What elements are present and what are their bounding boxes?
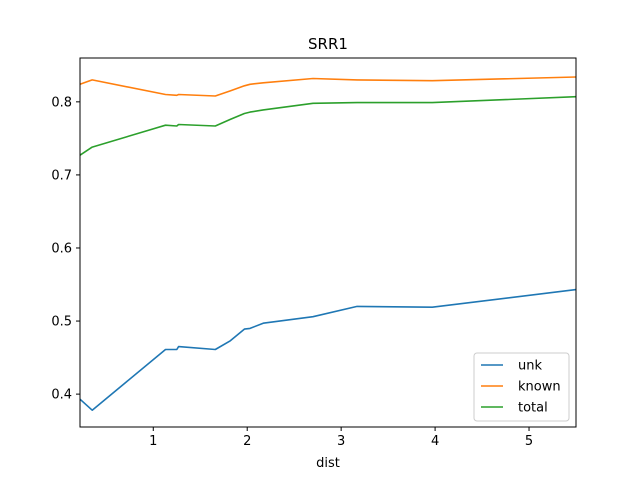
y-tick-label: 0.4 (51, 388, 72, 403)
x-axis: 1 2 3 4 5 (149, 427, 533, 449)
series-layer (79, 76, 577, 412)
x-tick-label: 2 (243, 434, 251, 449)
legend: unk known total (473, 352, 570, 422)
x-tick-label: 4 (431, 434, 439, 449)
series-line-known (79, 76, 577, 97)
axes-frame (79, 57, 577, 428)
legend-box (473, 352, 570, 422)
y-tick-label: 0.8 (51, 95, 72, 110)
x-axis-label: dist (316, 456, 340, 471)
series-line-unk (79, 288, 577, 412)
y-tick-label: 0.5 (51, 315, 72, 330)
legend-label-known: known (518, 380, 561, 395)
y-axis: 0.4 0.5 0.6 0.7 0.8 (51, 95, 80, 403)
chart-title: SRR1 (308, 35, 348, 53)
legend-label-unk: unk (518, 359, 542, 374)
x-tick-label: 5 (525, 434, 533, 449)
series-line-total (79, 95, 577, 156)
y-tick-label: 0.7 (51, 168, 72, 183)
legend-label-total: total (518, 401, 548, 416)
y-tick-label: 0.6 (51, 241, 72, 256)
x-tick-label: 1 (149, 434, 157, 449)
x-tick-label: 3 (337, 434, 345, 449)
